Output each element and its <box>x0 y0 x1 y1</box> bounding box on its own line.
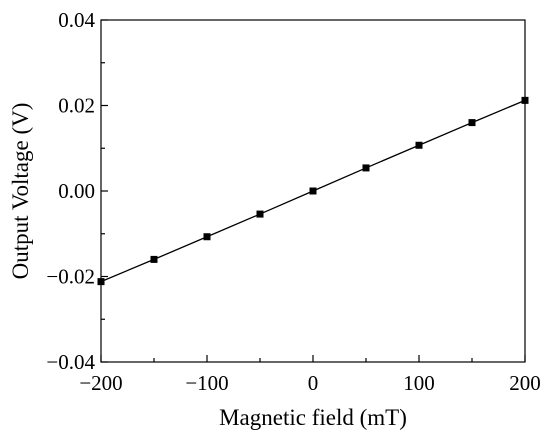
data-point <box>521 96 529 104</box>
x-tick-label: 100 <box>403 371 435 395</box>
x-tick-label: −100 <box>185 371 228 395</box>
y-tick-label: 0.02 <box>58 94 95 118</box>
y-axis-title: Output Voltage (V) <box>8 103 33 280</box>
x-axis-title: Magnetic field (mT) <box>219 405 407 430</box>
y-tick-label: 0.00 <box>58 179 95 203</box>
data-point <box>415 141 423 149</box>
y-tick-label: 0.04 <box>58 8 95 32</box>
series-points-group <box>97 96 529 286</box>
x-tick-label: 200 <box>509 371 541 395</box>
data-point <box>97 278 105 286</box>
y-tick-label: −0.02 <box>46 265 95 289</box>
y-tick-label: −0.04 <box>46 350 95 374</box>
data-point <box>362 164 370 172</box>
data-point <box>256 210 264 218</box>
data-point <box>309 187 317 195</box>
x-axis-ticks: −200 −100 0 100 200 <box>79 355 541 395</box>
x-tick-label: −200 <box>79 371 122 395</box>
x-tick-label: 0 <box>308 371 319 395</box>
data-point <box>203 233 211 241</box>
data-point <box>150 255 158 263</box>
data-point <box>468 119 476 127</box>
y-axis-ticks: 0.04 0.02 0.00 −0.02 −0.04 <box>46 8 108 374</box>
